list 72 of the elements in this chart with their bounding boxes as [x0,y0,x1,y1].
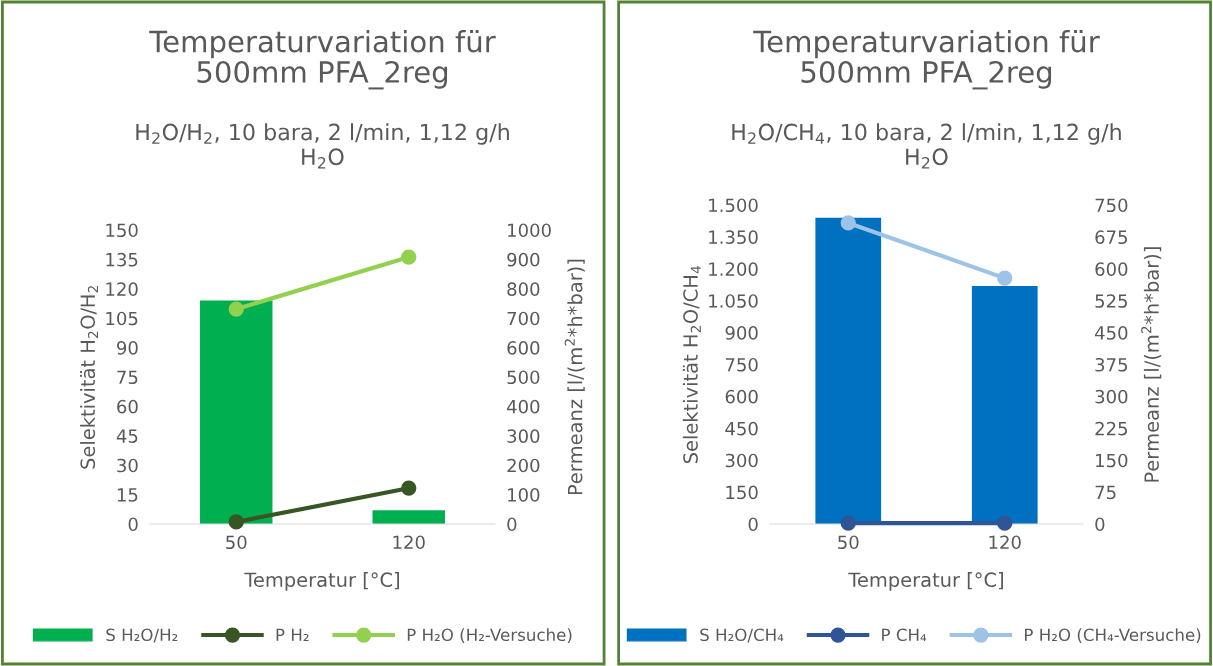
y2-tick-label: 400 [506,399,540,414]
chart-title: Temperaturvariation für 500mm PFA_2reg [753,29,1100,90]
y2-tick-label: 900 [507,252,540,267]
y-tick-label: 450 [725,421,758,436]
x-tick-label: 50 [226,535,247,550]
y-tick-label: 1.350 [709,230,758,245]
y2-tick-label: 200 [507,458,540,473]
legend-label: P CH₄ [882,628,927,642]
y2-axis-title: Permeanz [l/(m$^{2}$*h*bar)] [564,259,585,495]
y2-tick-label: 500 [507,370,540,385]
x-tick-label: 120 [989,535,1021,550]
y2-tick-label: 375 [1095,357,1127,372]
y2-axis-title: Permeanz [l/(m$^{2}$*h*bar)] [1141,247,1162,482]
y2-tick-label: 75 [1095,485,1116,500]
point [997,270,1013,286]
y-tick-label: 120 [106,282,138,296]
x-tick-label: 50 [838,535,859,550]
legend-label: P H₂O (H₂-Versuche) [407,628,572,644]
point [840,215,856,231]
legend-label: S H₂O/H₂ [106,628,178,643]
y-tick-label: 750 [725,357,758,372]
y-tick-label: 30 [117,458,138,473]
y2-tick-label: 700 [507,311,540,326]
y2-tick-label: 750 [1095,198,1128,213]
y-tick-label: 0 [748,517,758,532]
y-tick-label: 300 [725,453,758,468]
y-tick-label: 1.050 [709,294,758,308]
point [228,301,244,317]
y-tick-label: 900 [725,326,758,340]
point [401,249,417,265]
y2-tick-label: 450 [1094,326,1128,340]
y2-tick-label: 150 [1096,453,1128,468]
y-tick-label: 150 [106,223,138,238]
y2-tick-label: 100 [508,488,540,502]
y-tick-label: 135 [106,252,138,267]
y2-tick-label: 0 [1095,517,1105,532]
y-tick-label: 105 [106,311,138,326]
y2-tick-label: 225 [1095,421,1127,436]
y-tick-label: 0 [128,517,138,532]
point [997,515,1013,531]
y-tick-label: 1.500 [709,198,758,213]
x-tick-label: 120 [393,535,425,550]
y-tick-label: 45 [116,429,138,443]
y2-tick-label: 300 [507,429,540,443]
y-tick-label: 150 [726,485,758,500]
y-tick-label: 600 [725,389,758,404]
point [228,514,244,530]
legend-label: S H₂O/CH₄ [700,628,784,643]
y-tick-label: 90 [117,341,138,355]
y-axis-title: Selektivität H$_{2}$O/CH$_{4}$ [682,266,701,464]
y2-tick-label: 0 [507,517,517,532]
x-axis-title: Temperatur [°C] [848,572,1003,591]
point [401,480,417,496]
y2-tick-label: 300 [1095,389,1128,404]
y2-tick-label: 525 [1095,294,1127,308]
y2-tick-label: 600 [507,341,540,355]
chart-subtitle: H$_{2}$O/H$_{2}$, 10 bara, 2 l/min, 1,12 g/h H$_{2}$O [136,123,509,169]
y2-tick-label: 800 [507,282,540,296]
legend-label: P H₂ [276,628,309,641]
x-axis-title: Temperatur [°C] [244,572,399,591]
y-tick-label: 1.200 [709,262,758,276]
y2-tick-label: 1000 [508,223,551,238]
y-tick-label: 15 [117,488,138,502]
y-axis-title: Selektivität H$_{2}$O/H$_{2}$ [80,286,99,469]
y2-tick-label: 600 [1095,262,1128,276]
y-tick-label: 60 [117,399,138,414]
point [840,515,856,531]
legend-label: P H₂O (CH₄-Versuche) [1025,628,1201,644]
chart-subtitle: H$_{2}$O/CH$_{4}$, 10 bara, 2 l/min, 1,12 g/h H$_{2}$O [732,123,1121,169]
chart-title: Temperaturvariation für 500mm PFA_2reg [149,29,496,90]
y-tick-label: 75 [117,370,138,385]
y2-tick-label: 675 [1095,230,1127,245]
